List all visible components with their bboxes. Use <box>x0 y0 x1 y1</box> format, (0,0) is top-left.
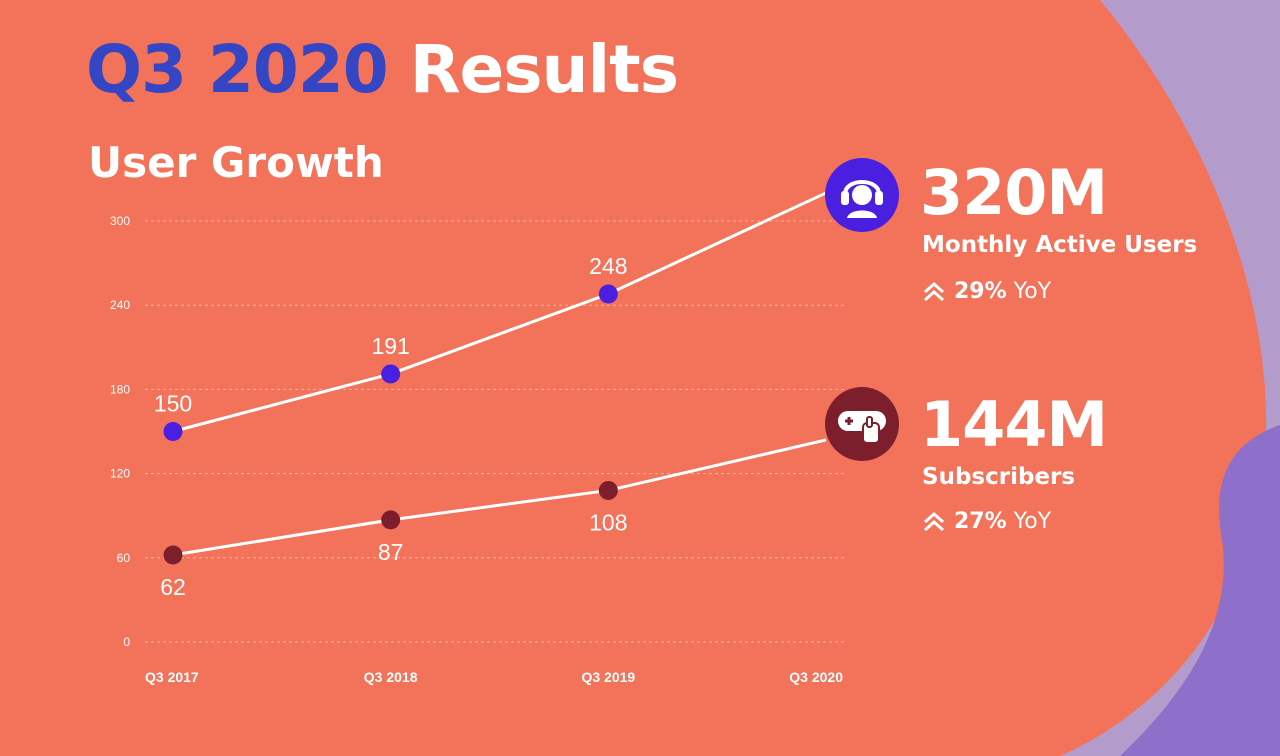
double-chevron-up-icon <box>922 510 946 534</box>
title-rest: Results <box>409 31 679 108</box>
subscribers-change: 27% YoY <box>922 507 1051 537</box>
chart-subtitle: User Growth <box>88 138 384 187</box>
y-tick-label: 60 <box>117 551 131 565</box>
data-point <box>381 510 401 530</box>
mau-label: Monthly Active Users <box>922 232 1198 258</box>
data-point <box>598 284 618 304</box>
subscribers-value: 144M <box>920 388 1108 461</box>
y-tick-label: 300 <box>110 214 130 228</box>
data-label: 108 <box>589 509 627 535</box>
data-label: 248 <box>589 253 627 279</box>
mau-change-value: 29% <box>954 279 1007 304</box>
y-tick-label: 120 <box>110 467 130 481</box>
controller-tap-icon <box>825 387 899 461</box>
double-chevron-up-icon <box>922 280 946 304</box>
subscribers-change-value: 27% <box>954 509 1007 534</box>
series-line <box>172 191 827 433</box>
y-tick-label: 240 <box>110 298 130 312</box>
headset-user-icon <box>825 158 899 232</box>
data-label: 87 <box>378 539 404 565</box>
subscribers-change-unit: YoY <box>1013 509 1052 534</box>
x-tick-label: Q3 2017 <box>145 669 199 685</box>
page-title: Q3 2020 Results <box>86 30 679 110</box>
data-point <box>163 545 183 565</box>
data-label: 191 <box>371 333 409 359</box>
mau-change-unit: YoY <box>1013 279 1052 304</box>
mau-change: 29% YoY <box>922 277 1051 307</box>
data-point <box>381 364 401 384</box>
x-tick-label: Q3 2018 <box>364 669 418 685</box>
y-tick-label: 180 <box>110 382 130 396</box>
mau-value: 320M <box>920 156 1108 229</box>
data-point <box>598 480 618 500</box>
x-tick-label: Q3 2019 <box>581 669 635 685</box>
data-point <box>163 422 183 441</box>
y-tick-label: 0 <box>123 635 130 649</box>
data-label: 62 <box>160 574 186 600</box>
x-tick-label: Q3 2020 <box>789 669 843 685</box>
subscribers-label: Subscribers <box>922 464 1076 490</box>
series-line <box>172 438 827 557</box>
title-highlight: Q3 2020 <box>86 31 389 108</box>
data-label: 150 <box>154 391 192 417</box>
